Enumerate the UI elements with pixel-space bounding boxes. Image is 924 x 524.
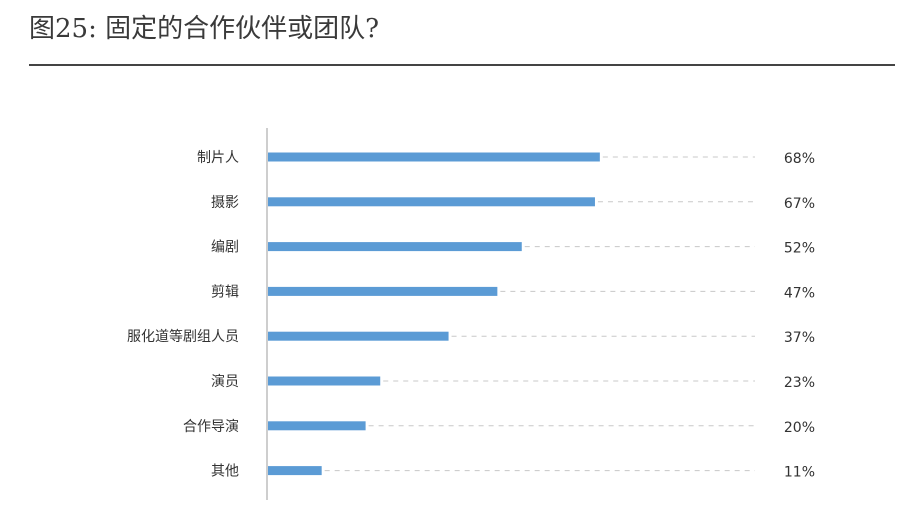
bar bbox=[268, 286, 498, 296]
value-label: 68% bbox=[784, 151, 815, 167]
bar bbox=[268, 376, 381, 386]
value-label: 23% bbox=[784, 375, 815, 391]
bar bbox=[268, 152, 600, 162]
value-label: 20% bbox=[784, 420, 815, 436]
value-label: 52% bbox=[784, 241, 815, 257]
value-label: 37% bbox=[784, 330, 815, 346]
category-label: 制片人 bbox=[197, 150, 239, 166]
bar bbox=[268, 197, 595, 207]
bar bbox=[268, 421, 366, 431]
category-label: 合作导演 bbox=[183, 419, 239, 435]
category-label: 服化道等剧组人员 bbox=[127, 328, 239, 345]
page-title: 图25: 固定的合作伙伴或团队? bbox=[29, 14, 380, 44]
title-divider bbox=[29, 64, 895, 66]
value-label: 67% bbox=[784, 196, 815, 212]
bar bbox=[268, 466, 322, 476]
category-label: 演员 bbox=[211, 374, 239, 390]
category-label: 其他 bbox=[211, 464, 239, 480]
value-label: 11% bbox=[784, 465, 815, 481]
bar bbox=[268, 331, 449, 341]
category-label: 剪辑 bbox=[211, 284, 239, 300]
category-label: 摄影 bbox=[211, 195, 239, 211]
value-label: 47% bbox=[784, 285, 815, 301]
category-label: 编剧 bbox=[211, 240, 239, 256]
bar bbox=[268, 242, 522, 252]
